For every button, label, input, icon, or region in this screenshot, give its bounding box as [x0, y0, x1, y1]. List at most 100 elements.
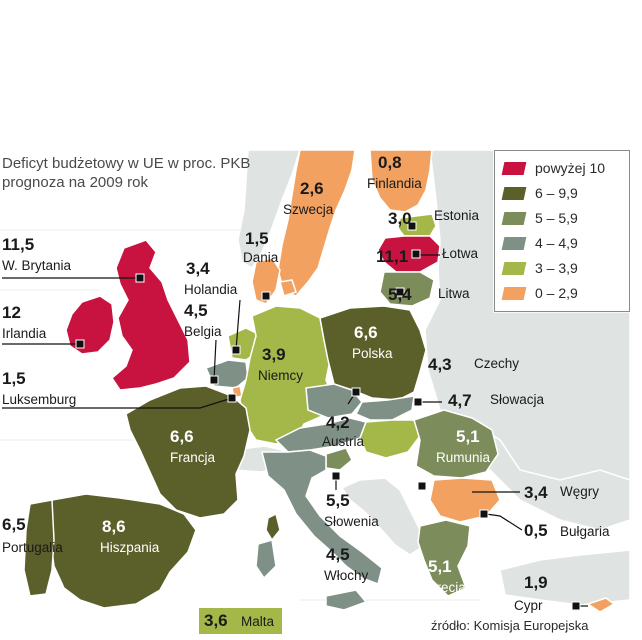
location-markers [75, 221, 581, 611]
value-wlochy: 4,5 [326, 545, 350, 564]
chart-title-line2: prognoza na 2009 rok [2, 174, 148, 191]
cyprus-shape [586, 597, 616, 613]
name-czechy: Czechy [474, 356, 520, 371]
chart-title-line1: Deficyt budżetowy w UE w proc. PKB [2, 155, 251, 172]
greece-shape [417, 519, 471, 597]
marker-slowenia [331, 471, 341, 481]
source-note: źródło: Komisja Europejska [431, 618, 589, 633]
value-portugalia: 6,5 [2, 515, 26, 534]
value-cypr: 1,9 [524, 573, 548, 592]
marker-wbrytania [135, 273, 145, 283]
legend-swatch [501, 162, 527, 175]
name-luksemburg: Luksemburg [2, 392, 77, 407]
value-polska: 6,6 [354, 323, 378, 342]
portugal-shape [23, 499, 55, 597]
value-lotwa: 11,1 [376, 247, 409, 266]
spain-shape [49, 493, 197, 609]
marker-bulgaria [479, 509, 489, 519]
finland-shape [369, 149, 433, 213]
name-finlandia: Finlandia [367, 176, 422, 191]
value-wbrytania: 11,5 [2, 235, 35, 254]
turkey-shape [499, 549, 631, 606]
name-polska: Polska [352, 346, 393, 361]
czech-shape [305, 383, 363, 419]
name-wlochy: Włochy [324, 568, 369, 583]
name-lotwa: Łotwa [442, 246, 479, 261]
ireland-shape [65, 295, 115, 355]
legend-label: 4 – 4,9 [535, 235, 578, 251]
value-wegry: 3,4 [524, 483, 548, 502]
marker-holandia [231, 345, 241, 355]
marker-luksemburg [227, 393, 237, 403]
value-slowenia: 5,5 [326, 491, 350, 510]
slovenia-shape [325, 447, 353, 471]
value-luksemburg: 1,5 [2, 369, 26, 388]
marker-irlandia [75, 339, 85, 349]
value-szwecja: 2,6 [300, 179, 324, 198]
marker-belgia [209, 375, 219, 385]
legend-swatch [501, 212, 527, 225]
value-litwa: 5,4 [388, 285, 412, 304]
legend-label: 0 – 2,9 [535, 285, 578, 301]
sardinia-shape [255, 539, 277, 580]
legend-swatch [501, 262, 527, 275]
value-bulgaria: 0,5 [524, 521, 548, 540]
bulgaria-shape [429, 477, 501, 523]
latvia-shape [377, 235, 441, 273]
name-grecja: Grecja [426, 580, 466, 595]
marker-lotwa [411, 249, 421, 259]
romania-shape [413, 409, 499, 479]
value-niemcy: 3,9 [262, 345, 286, 364]
marker-czechy [351, 387, 361, 397]
value-holandia: 3,4 [186, 259, 210, 278]
value-irlandia: 12 [2, 303, 21, 322]
legend-swatch [501, 237, 527, 250]
name-portugalia: Portugalia [2, 540, 63, 555]
legend: powyżej 10 6 – 9,9 5 – 5,9 4 – 4,9 3 – 3… [494, 150, 630, 312]
name-hiszpania: Hiszpania [100, 540, 160, 555]
value-malta: 3,6 [204, 611, 228, 630]
eu-countries [23, 149, 616, 613]
name-malta: Malta [241, 614, 275, 629]
name-holandia: Holandia [184, 282, 238, 297]
sweden-shape [277, 149, 356, 297]
value-belgia: 4,5 [184, 301, 208, 320]
name-francja: Francja [170, 450, 216, 465]
leader-lines [2, 254, 588, 607]
value-czechy: 4,3 [428, 355, 452, 374]
value-dania: 1,5 [245, 229, 269, 248]
name-slowenia: Słowenia [324, 514, 379, 529]
name-rumunia: Rumunia [436, 450, 491, 465]
sicily-shape [325, 589, 368, 611]
malta-label-box: 3,6 Malta [199, 608, 282, 634]
legend-label: 3 – 3,9 [535, 260, 578, 276]
name-wegry: Węgry [560, 484, 600, 499]
marker-wegry [417, 481, 427, 491]
value-austria: 4,2 [326, 413, 350, 432]
name-estonia: Estonia [434, 208, 480, 223]
marker-slowacja [413, 397, 423, 407]
uk-shape [111, 239, 191, 391]
name-dania: Dania [243, 250, 279, 265]
name-bulgaria: Bułgaria [560, 524, 610, 539]
name-slowacja: Słowacja [490, 392, 545, 407]
name-wbrytania: W. Brytania [2, 258, 72, 273]
denmark-island-shape [279, 279, 297, 297]
value-finlandia: 0,8 [378, 153, 402, 172]
name-szwecja: Szwecja [283, 202, 334, 217]
denmark-shape [251, 257, 281, 305]
value-rumunia: 5,1 [456, 427, 480, 446]
corsica-shape [265, 512, 281, 542]
norway-shape [237, 149, 302, 270]
name-niemcy: Niemcy [258, 368, 304, 383]
slovakia-shape [354, 395, 415, 421]
value-hiszpania: 8,6 [102, 517, 126, 536]
value-estonia: 3,0 [388, 209, 412, 228]
marker-dania [261, 291, 271, 301]
marker-litwa [395, 287, 405, 297]
legend-swatch [501, 187, 527, 200]
marker-cypr [571, 601, 581, 611]
hungary-shape [359, 419, 421, 459]
